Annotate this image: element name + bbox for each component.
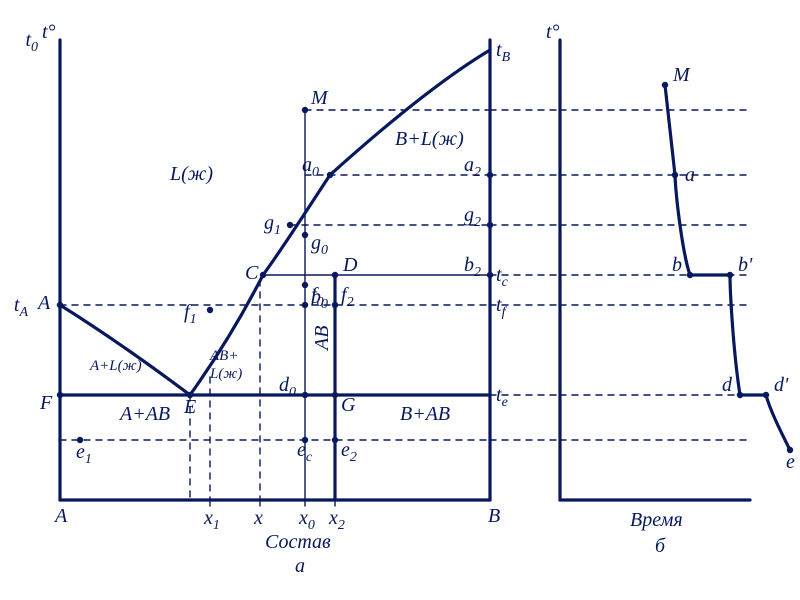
svg-text:б: б xyxy=(655,535,666,557)
svg-text:e: e xyxy=(786,451,795,473)
svg-text:A+L(ж): A+L(ж) xyxy=(89,358,142,374)
svg-text:b: b xyxy=(672,254,682,276)
svg-text:L(ж): L(ж) xyxy=(209,366,242,382)
svg-text:Состав: Состав xyxy=(265,531,331,553)
svg-text:C: C xyxy=(245,262,259,284)
svg-text:d: d xyxy=(722,374,733,396)
svg-text:Время: Время xyxy=(630,509,683,531)
svg-text:B+L(ж): B+L(ж) xyxy=(395,128,464,150)
svg-text:AB: AB xyxy=(311,326,333,352)
svg-text:M: M xyxy=(310,87,329,109)
svg-text:M: M xyxy=(672,64,691,86)
svg-text:a: a xyxy=(295,555,305,577)
svg-text:d': d' xyxy=(774,374,789,396)
svg-text:A: A xyxy=(36,292,51,314)
svg-text:t°: t° xyxy=(546,21,560,43)
svg-text:E: E xyxy=(183,396,196,418)
svg-text:t°: t° xyxy=(42,21,56,43)
svg-text:a: a xyxy=(685,164,695,186)
svg-text:G: G xyxy=(341,394,356,416)
svg-text:x: x xyxy=(253,507,263,529)
svg-text:B: B xyxy=(488,505,500,527)
svg-text:A: A xyxy=(53,505,68,527)
svg-text:L(ж): L(ж) xyxy=(169,163,213,185)
svg-text:A+AB: A+AB xyxy=(118,403,170,425)
svg-text:F: F xyxy=(39,392,53,414)
svg-text:AB+: AB+ xyxy=(209,348,238,364)
svg-text:B+AB: B+AB xyxy=(400,403,450,425)
svg-text:b': b' xyxy=(738,254,753,276)
svg-text:D: D xyxy=(342,254,358,276)
